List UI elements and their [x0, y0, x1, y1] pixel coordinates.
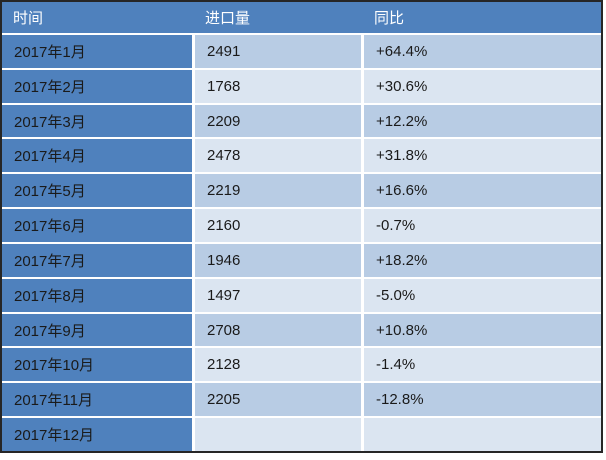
table-row: 2017年4月 2478 +31.8% [2, 139, 601, 173]
yoy-cell: -1.4% [364, 348, 601, 382]
volume-cell: 2219 [195, 174, 361, 208]
volume-cell: 2708 [195, 313, 361, 347]
yoy-cell: +12.2% [364, 104, 601, 138]
time-cell: 2017年9月 [2, 313, 192, 347]
time-cell: 2017年8月 [2, 278, 192, 312]
volume-cell: 1497 [195, 278, 361, 312]
table-row: 2017年2月 1768 +30.6% [2, 69, 601, 103]
yoy-cell: +10.8% [364, 313, 601, 347]
volume-cell: 1946 [195, 243, 361, 277]
table-row: 2017年6月 2160 -0.7% [2, 209, 601, 242]
volume-cell [195, 418, 361, 451]
time-cell: 2017年11月 [2, 383, 192, 417]
table-header-row: 时间 进口量 同比 [2, 2, 601, 33]
volume-cell: 2128 [195, 348, 361, 382]
time-cell: 2017年10月 [2, 348, 192, 382]
table-row: 2017年5月 2219 +16.6% [2, 174, 601, 208]
time-cell: 2017年5月 [2, 174, 192, 208]
time-cell: 2017年6月 [2, 209, 192, 242]
yoy-cell: +31.8% [364, 139, 601, 173]
yoy-cell: +64.4% [364, 35, 601, 68]
time-cell: 2017年4月 [2, 139, 192, 173]
yoy-cell: -12.8% [364, 383, 601, 417]
time-cell: 2017年1月 [2, 35, 192, 68]
volume-cell: 2491 [195, 35, 361, 68]
yoy-cell: +30.6% [364, 69, 601, 103]
table-row: 2017年11月 2205 -12.8% [2, 383, 601, 417]
table-body: 2017年1月 2491 +64.4% 2017年2月 1768 +30.6% 2017年3… [2, 33, 601, 451]
yoy-cell: -0.7% [364, 209, 601, 242]
time-cell: 2017年12月 [2, 418, 192, 451]
yoy-cell: +18.2% [364, 243, 601, 277]
table-row: 2017年7月 1946 +18.2% [2, 243, 601, 277]
import-data-table: 时间 进口量 同比 2017年1月 2491 +64.4% 2017年2月 1768 +3… [0, 0, 603, 453]
volume-cell: 2209 [195, 104, 361, 138]
yoy-cell: -5.0% [364, 278, 601, 312]
yoy-cell [364, 418, 601, 451]
yoy-cell: +16.6% [364, 174, 601, 208]
table-row: 2017年8月 1497 -5.0% [2, 278, 601, 312]
table-row: 2017年10月 2128 -1.4% [2, 348, 601, 382]
table-row: 2017年9月 2708 +10.8% [2, 313, 601, 347]
table-row: 2017年12月 [2, 418, 601, 451]
time-cell: 2017年2月 [2, 69, 192, 103]
column-header-yoy: 同比 [374, 10, 405, 27]
time-cell: 2017年7月 [2, 243, 192, 277]
time-cell: 2017年3月 [2, 104, 192, 138]
volume-cell: 2478 [195, 139, 361, 173]
volume-cell: 2160 [195, 209, 361, 242]
column-header-time: 时间 [13, 10, 44, 27]
table-row: 2017年1月 2491 +64.4% [2, 35, 601, 68]
volume-cell: 2205 [195, 383, 361, 417]
volume-cell: 1768 [195, 69, 361, 103]
table-row: 2017年3月 2209 +12.2% [2, 104, 601, 138]
column-header-volume: 进口量 [205, 10, 251, 27]
